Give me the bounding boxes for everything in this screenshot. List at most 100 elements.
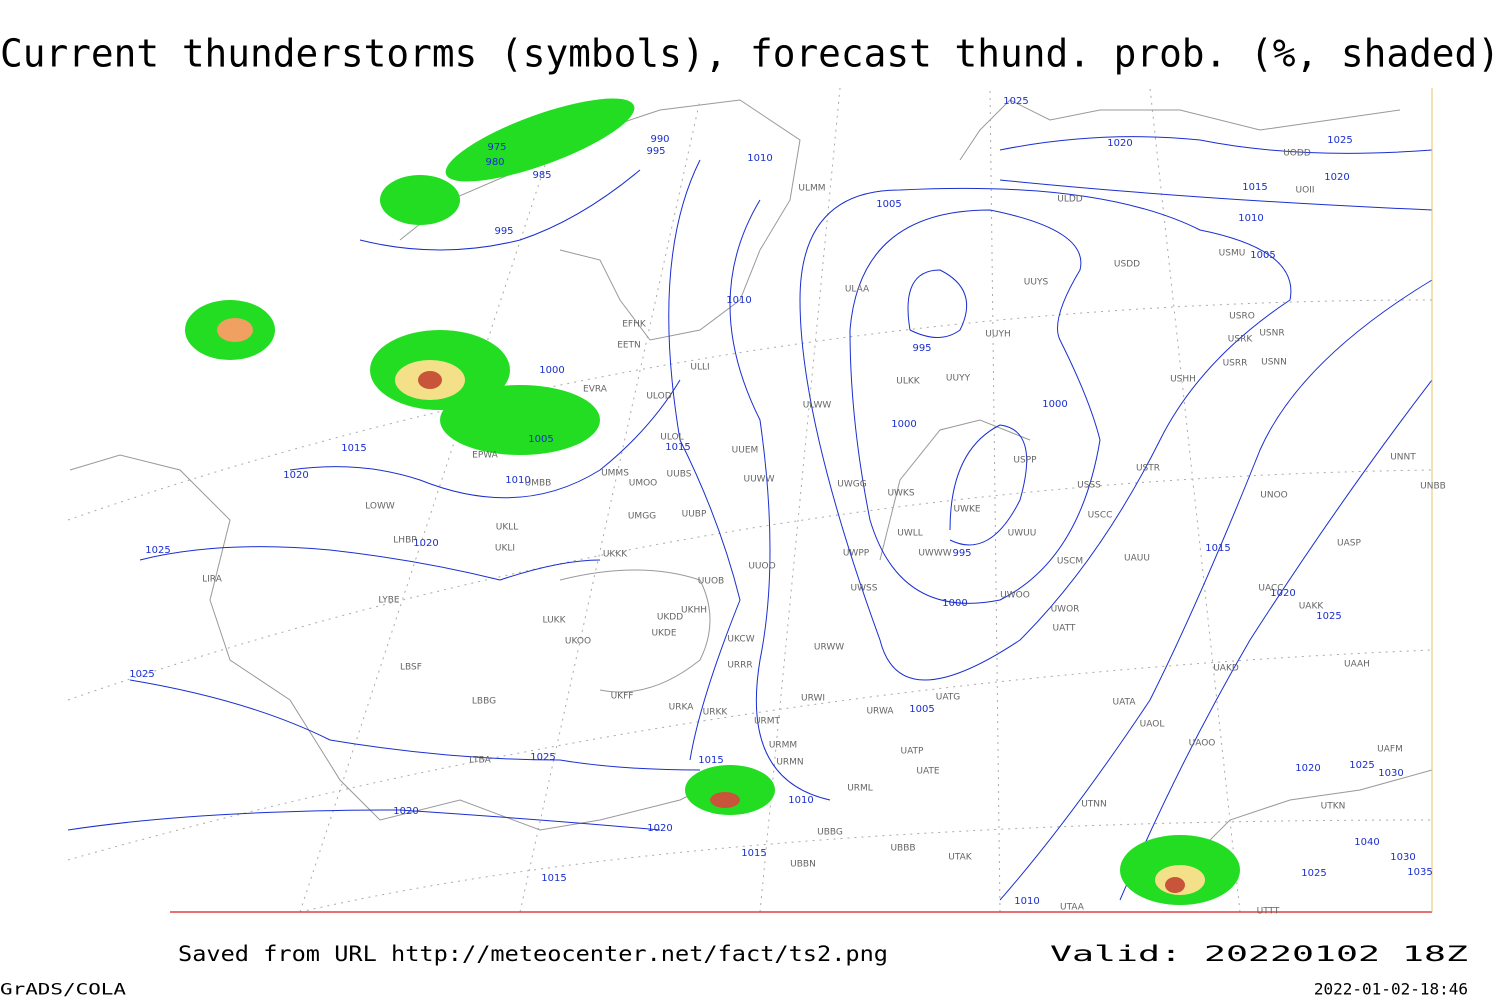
station-label: URRR — [727, 661, 752, 671]
station-label: UWPP — [843, 549, 870, 559]
isobar-label: 1020 — [1324, 172, 1349, 183]
station-label: UAUU — [1124, 554, 1150, 564]
isobar-label: 1010 — [788, 795, 813, 806]
isobar-label: 1015 — [741, 848, 766, 859]
isobar-label: 1025 — [129, 669, 154, 680]
station-label: URWA — [866, 707, 894, 717]
station-label: LOWW — [365, 502, 395, 512]
isobar-label: 1010 — [747, 153, 772, 164]
isobar-label: 1020 — [1295, 763, 1320, 774]
station-label: UBBG — [817, 828, 843, 838]
isobar-label: 1005 — [876, 199, 901, 210]
isobar-label: 1005 — [909, 704, 934, 715]
station-label: UTKN — [1321, 802, 1346, 812]
station-label: EFHK — [622, 320, 647, 330]
source-url: Saved from URL http://meteocenter.net/fa… — [178, 942, 888, 966]
isobar-label: 1020 — [647, 823, 672, 834]
station-label: UKLL — [496, 523, 519, 533]
station-label: UWWW — [918, 549, 951, 559]
station-label: LIRA — [202, 575, 223, 585]
station-label: ULDD — [1057, 195, 1083, 205]
isobar-label: 1015 — [665, 442, 690, 453]
station-label: UTAA — [1060, 903, 1085, 913]
station-label: UWLL — [897, 529, 923, 539]
station-label: UTTT — [1257, 907, 1280, 917]
station-label: UWKS — [887, 489, 914, 499]
station-label: UUEM — [732, 446, 759, 456]
isobar-label: 1020 — [283, 470, 308, 481]
station-label: LBBG — [472, 697, 496, 707]
station-label: UUBP — [682, 510, 707, 520]
isobar-label: 1010 — [726, 295, 751, 306]
station-label: UNNT — [1390, 453, 1416, 463]
station-label: UWOO — [1000, 591, 1030, 601]
station-label: ULWW — [803, 401, 832, 411]
station-label: UMBB — [525, 479, 552, 489]
station-label: UKDE — [651, 629, 676, 639]
station-label: UTNN — [1081, 800, 1107, 810]
station-label: USCM — [1057, 557, 1083, 567]
station-label: EVRA — [583, 385, 608, 395]
timestamp: 2022-01-02-18:46 — [1314, 980, 1468, 999]
station-label: LBSF — [400, 663, 422, 673]
station-label: UWSS — [851, 584, 878, 594]
isobar-label: 1025 — [1003, 96, 1028, 107]
station-label: UAOL — [1140, 720, 1165, 730]
station-label: UKFF — [611, 692, 634, 702]
station-label: URMM — [769, 741, 797, 751]
station-label: USRO — [1229, 312, 1255, 322]
station-label: URMT — [754, 717, 781, 727]
isobar-label: 995 — [952, 548, 971, 559]
station-label: EETN — [617, 341, 641, 351]
station-label: URKK — [703, 708, 729, 718]
graticule — [67, 87, 1433, 913]
station-label: UWUU — [1008, 529, 1037, 539]
station-label: UAKK — [1299, 602, 1325, 612]
station-label: USDD — [1114, 260, 1140, 270]
station-label: UKOO — [565, 637, 591, 647]
isobar-label: 1005 — [528, 434, 553, 445]
station-label: UATP — [901, 747, 925, 757]
station-label: USNR — [1259, 329, 1284, 339]
isobar-label: 1030 — [1378, 768, 1403, 779]
isobar-label: 1025 — [1316, 611, 1341, 622]
station-label: UKDD — [657, 613, 683, 623]
station-label: URWW — [814, 643, 844, 653]
station-label: LTBA — [469, 756, 491, 766]
station-label: ULOL — [660, 433, 683, 443]
station-label: UMGG — [628, 512, 656, 522]
station-label: UBBB — [890, 844, 915, 854]
station-label: UNBB — [1420, 482, 1446, 492]
map-frame — [68, 88, 1432, 912]
station-label: USPP — [1013, 456, 1037, 466]
isobar-label: 1040 — [1354, 837, 1379, 848]
station-label: UATE — [916, 767, 940, 777]
isobar-label: 1020 — [413, 538, 438, 549]
isobar-label: 1030 — [1390, 852, 1415, 863]
station-label: UUYH — [985, 330, 1010, 340]
isobar-label: 1035 — [1407, 867, 1432, 878]
station-label: UWKE — [953, 505, 980, 515]
station-label: UAAH — [1344, 660, 1370, 670]
station-label: UKHH — [681, 606, 707, 616]
station-label: LUKK — [543, 616, 567, 626]
station-label: UMMS — [601, 469, 629, 479]
station-label: EPWA — [472, 451, 499, 461]
isobars — [67, 136, 1433, 901]
station-label: USMU — [1219, 249, 1246, 259]
isobar-label: 975 — [487, 142, 506, 153]
isobar-label: 1010 — [1238, 213, 1263, 224]
page-title: Current thunderstorms (symbols), forecas… — [0, 32, 1500, 76]
station-label: UKCW — [727, 635, 754, 645]
isobar-label: 985 — [532, 170, 551, 181]
station-label: URMN — [776, 758, 803, 768]
station-label: UAKD — [1213, 664, 1239, 674]
station-label: UWOR — [1051, 605, 1080, 615]
station-label: UATT — [1053, 624, 1076, 634]
isobar-label: 1025 — [1327, 135, 1352, 146]
station-label: LHBP — [393, 536, 417, 546]
isobar-label: 1025 — [1349, 760, 1374, 771]
